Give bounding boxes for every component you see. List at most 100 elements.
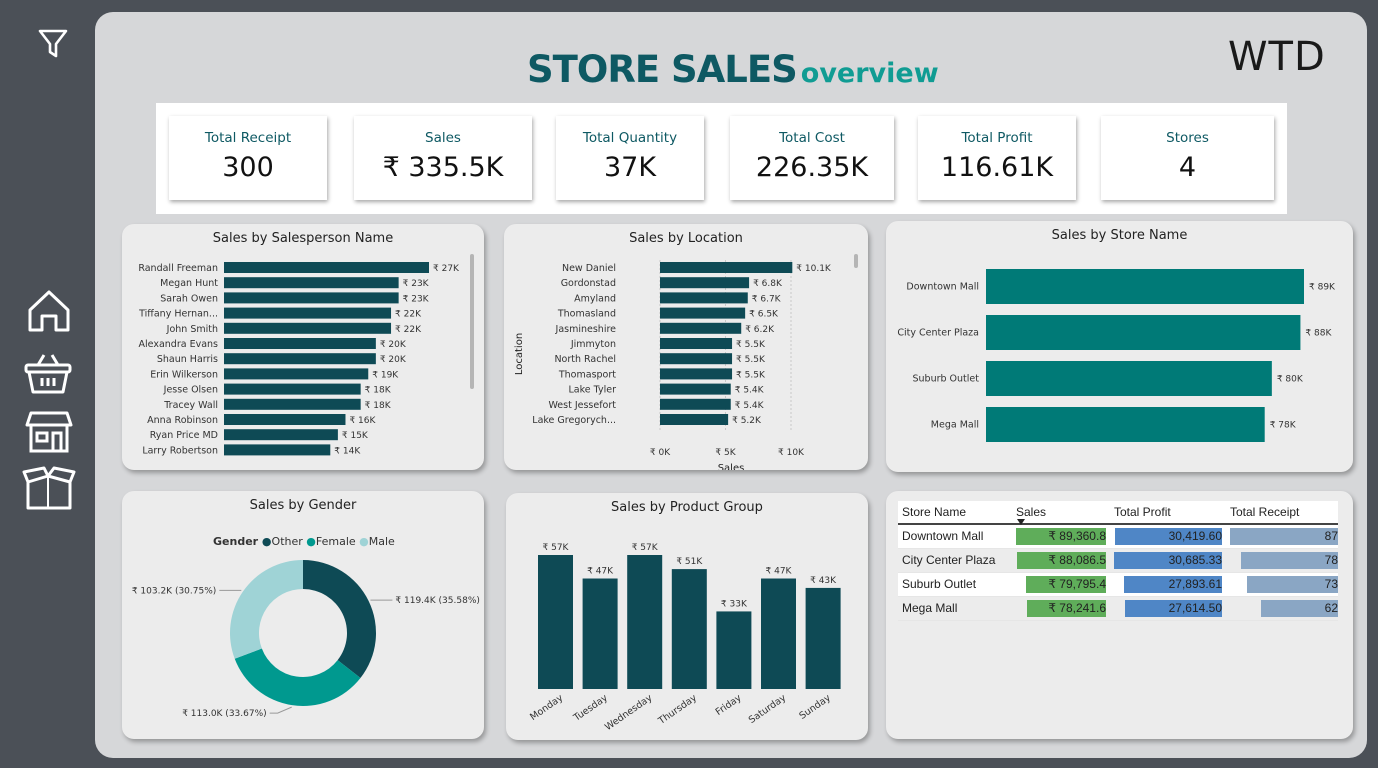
column-header[interactable]: Total Profit (1114, 505, 1171, 519)
bar[interactable] (660, 338, 733, 349)
bar[interactable] (224, 368, 369, 380)
category-label: Alexandra Evans (139, 339, 219, 350)
bar[interactable] (671, 569, 707, 689)
bar[interactable] (224, 429, 338, 441)
bar[interactable] (224, 277, 399, 289)
category-label: West Jessefort (548, 400, 616, 411)
sort-desc-icon[interactable] (1017, 519, 1025, 525)
pie-slice[interactable] (234, 648, 361, 706)
bar[interactable] (660, 383, 731, 395)
category-label: Sarah Owen (160, 293, 218, 304)
gender-chart-card: Sales by Gender Gender ●Other ●Female ●M… (122, 491, 484, 739)
bar[interactable] (986, 315, 1301, 350)
data-label: ₹ 22K (395, 310, 422, 320)
table-row[interactable]: Suburb Outlet ₹ 79,795.4 27,893.61 73 (898, 573, 1338, 597)
kpi-total-profit: Total Profit 116.61K (918, 116, 1076, 200)
column-header[interactable]: Sales (1016, 505, 1047, 519)
dashboard-canvas: STORE SALES overview WTD Total Receipt 300… (95, 12, 1367, 758)
bar[interactable] (224, 353, 376, 365)
legend-item[interactable]: Other (272, 535, 307, 548)
data-label: ₹ 113.0K (33.67%) (182, 709, 266, 719)
table-header: Store Name Sales Total Profit Total Rece… (898, 501, 1338, 525)
home-icon[interactable] (26, 288, 72, 334)
data-label: ₹ 6.5K (749, 310, 779, 320)
title-main: STORE SALES (527, 48, 798, 91)
bar[interactable] (716, 611, 752, 689)
category-label: Suburb Outlet (913, 374, 980, 385)
bar[interactable] (660, 307, 746, 319)
bar[interactable] (986, 269, 1304, 304)
title-sub: overview (800, 58, 939, 89)
profit-cell: 30,419.60 (1168, 529, 1222, 543)
bar[interactable] (660, 322, 742, 334)
bar[interactable] (986, 361, 1272, 396)
bar[interactable] (582, 578, 618, 689)
category-label: Lake Tyler (569, 385, 617, 396)
receipt-data-bar (1261, 600, 1338, 617)
bar[interactable] (224, 338, 376, 349)
data-label: ₹ 89K (1309, 283, 1336, 293)
store-name-cell: Downtown Mall (902, 529, 984, 543)
pie-slice[interactable] (303, 560, 376, 679)
category-label: City Center Plaza (897, 328, 979, 339)
bar[interactable] (660, 277, 750, 289)
table-row[interactable]: Mega Mall ₹ 78,241.6 27,614.50 62 (898, 597, 1338, 621)
bar[interactable] (224, 322, 392, 334)
salesperson-chart-card: Sales by Salesperson Name Randall Freema… (122, 224, 484, 470)
category-label: Sunday (797, 692, 833, 722)
legend-item[interactable]: Male (369, 535, 395, 548)
product-group-chart: ₹ 57K Monday ₹ 47K Tuesday ₹ 57K Wednesday ₹ 5… (528, 543, 841, 733)
bar[interactable] (224, 292, 399, 304)
legend-item[interactable]: Female (316, 535, 359, 548)
x-axis-title: Sales (718, 463, 745, 470)
bar[interactable] (660, 292, 748, 304)
bar[interactable] (224, 307, 392, 319)
bar[interactable] (660, 398, 731, 410)
bar[interactable] (660, 353, 733, 365)
column-header[interactable]: Total Receipt (1230, 505, 1300, 519)
legend-marker: ● (262, 535, 272, 548)
category-label: Larry Robertson (142, 445, 218, 456)
data-label: ₹ 88K (1305, 329, 1332, 339)
data-label: ₹ 20K (380, 340, 407, 350)
bar[interactable] (805, 587, 841, 689)
table-row[interactable]: City Center Plaza ₹ 88,086.5 30,685.33 78 (898, 549, 1338, 573)
category-label: Randall Freeman (138, 263, 218, 274)
bar[interactable] (761, 578, 796, 689)
profit-data-bar (1123, 576, 1222, 593)
bar[interactable] (224, 383, 361, 395)
store-icon[interactable] (25, 409, 73, 453)
bar[interactable] (660, 262, 793, 273)
basket-icon[interactable] (24, 351, 72, 395)
scrollbar[interactable] (854, 254, 858, 268)
scrollbar[interactable] (470, 254, 474, 389)
category-label: Saturday (747, 692, 789, 726)
column-header[interactable]: Store Name (902, 505, 967, 519)
bar[interactable] (538, 555, 573, 689)
sales-cell: ₹ 89,360.8 (1048, 529, 1106, 543)
legend-marker: ● (359, 535, 369, 548)
category-label: Jimmyton (570, 339, 616, 350)
bar[interactable] (986, 407, 1265, 442)
filter-icon[interactable] (38, 28, 68, 60)
bar[interactable] (660, 368, 733, 380)
data-label: ₹ 43K (810, 576, 837, 586)
bar[interactable] (660, 414, 729, 425)
bar[interactable] (224, 444, 331, 456)
bar[interactable] (224, 398, 361, 410)
box-icon[interactable] (22, 466, 76, 512)
bar[interactable] (627, 555, 663, 689)
category-label: Thomasland (557, 309, 616, 320)
gender-chart: Gender ●Other ●Female ●Male₹ 119.4K (35.… (132, 535, 480, 719)
store-name-cell: City Center Plaza (902, 553, 996, 567)
kpi-strip: Total Receipt 300 Sales ₹ 335.5K Total Qua… (156, 103, 1287, 214)
bar[interactable] (224, 414, 346, 425)
bar[interactable] (224, 262, 429, 273)
data-label: ₹ 78K (1270, 421, 1297, 431)
sales-data-bar (1025, 576, 1106, 593)
pie-slice[interactable] (230, 560, 303, 659)
table-row[interactable]: Downtown Mall ₹ 89,360.8 30,419.60 87 (898, 525, 1338, 549)
receipt-data-bar (1247, 576, 1338, 593)
data-label: ₹ 22K (395, 325, 422, 335)
category-label: Thomasport (558, 369, 616, 380)
